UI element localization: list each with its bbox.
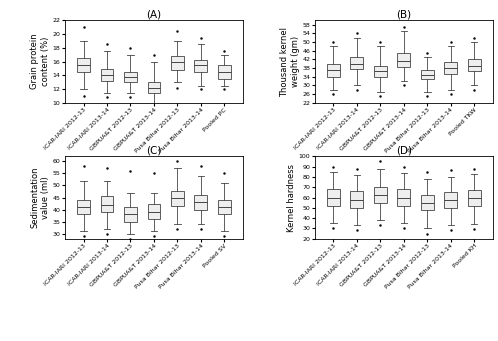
PathPatch shape [327, 189, 340, 206]
Title: (D): (D) [396, 146, 412, 155]
Y-axis label: Sedimentation
value (ml): Sedimentation value (ml) [30, 167, 50, 228]
PathPatch shape [468, 59, 481, 71]
Y-axis label: Grain protein
content (%): Grain protein content (%) [30, 34, 50, 89]
PathPatch shape [444, 192, 457, 208]
Title: (B): (B) [396, 10, 411, 20]
PathPatch shape [397, 53, 410, 67]
PathPatch shape [171, 191, 184, 206]
PathPatch shape [101, 196, 114, 212]
PathPatch shape [397, 189, 410, 206]
Y-axis label: Kernel hardness: Kernel hardness [287, 164, 296, 232]
PathPatch shape [124, 72, 137, 82]
PathPatch shape [77, 58, 90, 72]
PathPatch shape [194, 195, 207, 210]
PathPatch shape [444, 62, 457, 74]
PathPatch shape [327, 64, 340, 77]
PathPatch shape [421, 195, 434, 210]
PathPatch shape [124, 207, 137, 222]
PathPatch shape [374, 66, 387, 77]
PathPatch shape [468, 190, 481, 206]
PathPatch shape [194, 60, 207, 72]
PathPatch shape [77, 200, 90, 214]
PathPatch shape [218, 65, 231, 79]
Title: (A): (A) [146, 10, 161, 20]
PathPatch shape [374, 187, 387, 203]
PathPatch shape [351, 191, 364, 208]
PathPatch shape [218, 200, 231, 214]
PathPatch shape [351, 57, 364, 69]
PathPatch shape [421, 70, 434, 79]
PathPatch shape [147, 204, 160, 219]
Title: (C): (C) [146, 146, 162, 155]
PathPatch shape [147, 82, 160, 92]
PathPatch shape [101, 69, 114, 81]
PathPatch shape [171, 56, 184, 70]
Y-axis label: Thousand kernel
weight (gm): Thousand kernel weight (gm) [280, 27, 300, 97]
